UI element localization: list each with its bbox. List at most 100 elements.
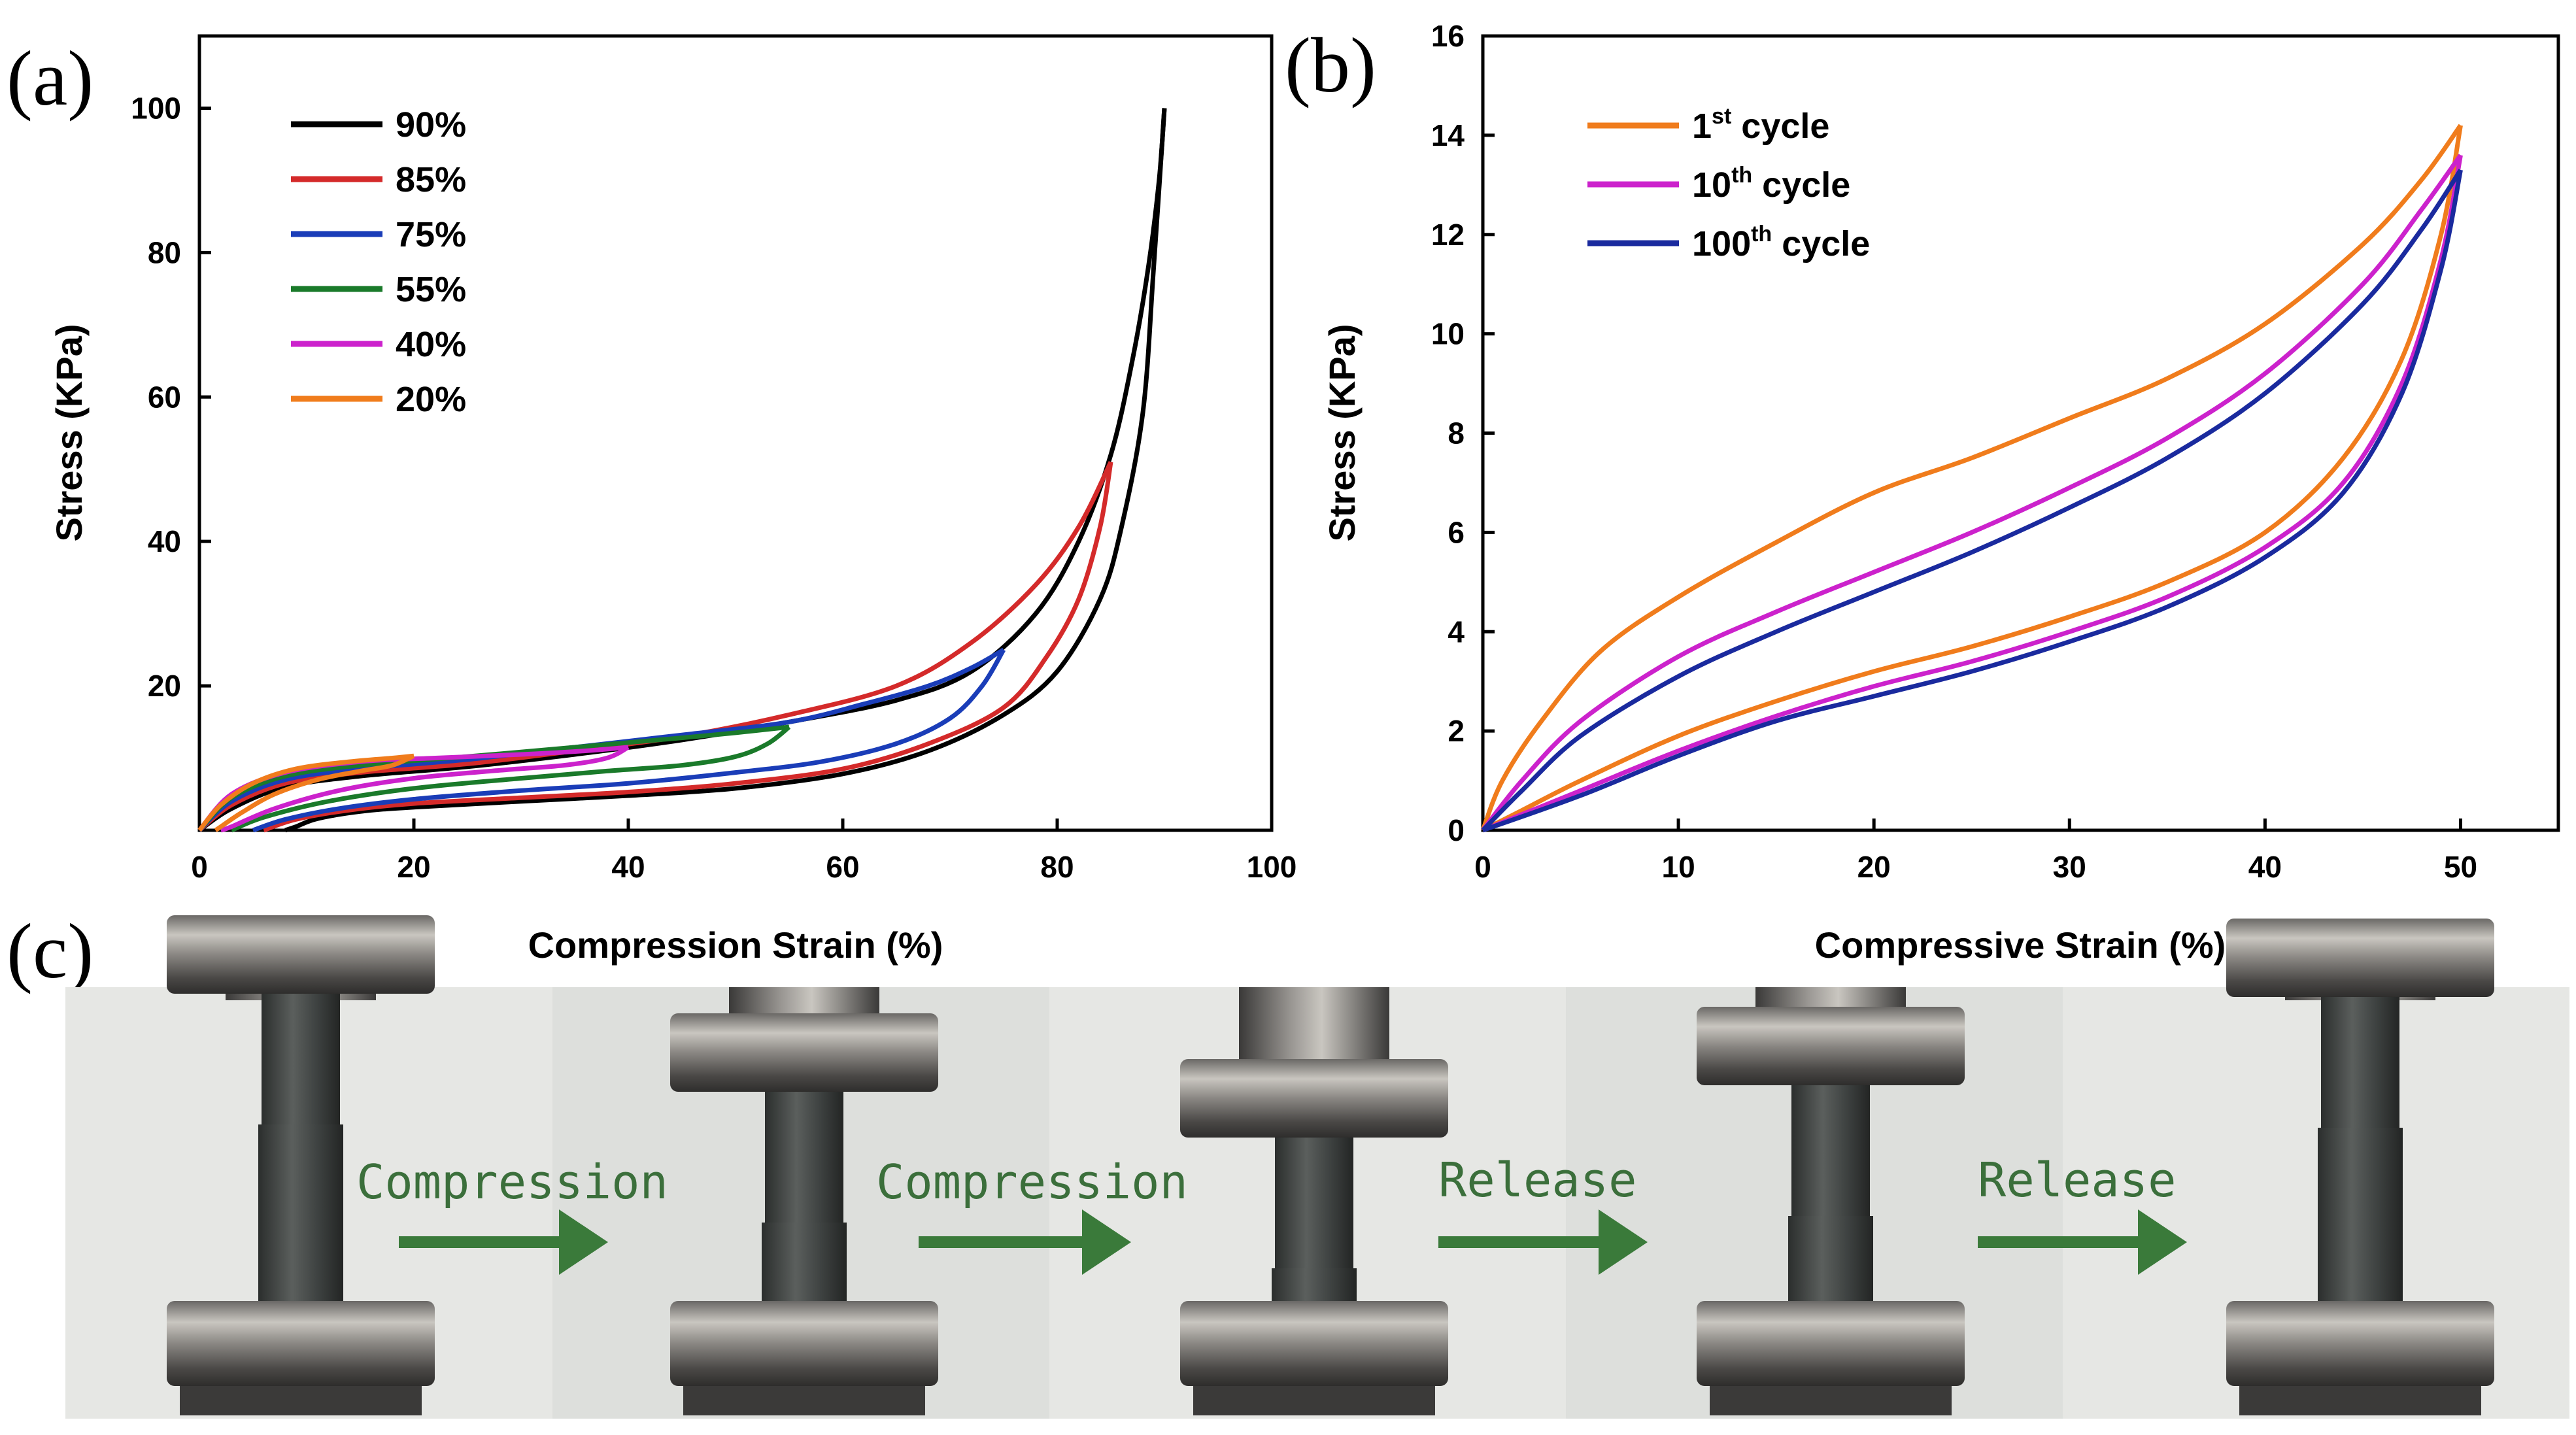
x-tick-label: 50 <box>2444 850 2477 884</box>
x-tick-label: 80 <box>1040 850 1074 884</box>
legend-label: 85% <box>396 160 466 199</box>
foam-sample <box>1272 1268 1357 1301</box>
y-tick-label: 100 <box>131 91 181 125</box>
transition-2: Release <box>1438 1153 1648 1275</box>
plot-a-frame <box>197 34 1274 832</box>
panel-c: (c) Compression Compression Release Release <box>7 907 2569 1419</box>
x-tick-label: 20 <box>397 850 430 884</box>
y-tick-label: 0 <box>1448 813 1465 847</box>
photo-transitions: Compression Compression Release Release <box>356 1153 2187 1275</box>
upper-plate <box>670 1013 938 1092</box>
transition-label: Compression <box>876 1155 1188 1209</box>
lower-plate <box>1180 1301 1448 1386</box>
foam-sample <box>2318 1128 2403 1301</box>
series-1-loading-line <box>1481 154 2463 832</box>
y-tick-label: 60 <box>148 380 181 414</box>
foam-sample <box>1788 1216 1873 1301</box>
y-tick-label: 12 <box>1431 218 1465 252</box>
transition-label: Compression <box>356 1155 668 1209</box>
plot-a-legend: 90% 85% 75% 55% 40% 20% <box>291 105 466 419</box>
transition-label: Release <box>1978 1153 2176 1207</box>
y-tick-label: 6 <box>1448 515 1465 549</box>
plot-a-x-title: Compression Strain (%) <box>528 924 943 966</box>
legend-label: 1st cycle <box>1692 104 1829 146</box>
y-tick-label: 16 <box>1431 19 1465 53</box>
lower-plate <box>167 1301 435 1386</box>
series-0-unloading-line <box>284 108 1167 833</box>
plot-b-ticks: 0 10 20 30 40 50 0 2 4 6 8 10 12 14 16 <box>1431 19 2477 884</box>
series-2-loading-line <box>1481 169 2463 832</box>
x-tick-label: 40 <box>611 850 645 884</box>
plot-b-x-title: Compressive Strain (%) <box>1815 924 2226 966</box>
lower-base <box>1193 1386 1435 1415</box>
legend-label: 40% <box>396 325 466 364</box>
transition-0: Compression <box>356 1155 668 1275</box>
legend-label: 100th cycle <box>1692 222 1870 263</box>
lower-base <box>683 1386 925 1415</box>
panel-b-label: (b) <box>1285 22 1376 109</box>
arrow-shaft <box>1978 1236 2148 1248</box>
transition-1: Compression <box>876 1155 1188 1275</box>
arrow-shaft <box>919 1236 1092 1248</box>
foam-sample <box>762 1223 847 1301</box>
x-tick-label: 100 <box>1247 850 1297 884</box>
series-5-loading-line <box>197 753 415 832</box>
plot-a-ticks: 0 20 40 60 80 100 20 40 60 80 100 <box>131 91 1296 884</box>
lower-base <box>1710 1386 1952 1415</box>
plot-a-y-title: Stress (KPa) <box>48 324 90 541</box>
legend-label: 55% <box>396 270 466 309</box>
transition-label: Release <box>1438 1153 1636 1207</box>
upper-stem <box>262 994 340 1124</box>
upper-stem <box>1275 1138 1353 1268</box>
plot-b-curves <box>1480 124 2463 833</box>
x-tick-label: 0 <box>191 850 208 884</box>
upper-plate <box>1697 1007 1965 1085</box>
series-2-unloading-line <box>1482 169 2463 833</box>
upper-column <box>729 987 879 1013</box>
plot-b-frame <box>1481 34 2560 832</box>
upper-stem <box>2321 997 2399 1128</box>
plot-b-legend: 1st cycle 10th cycle 100th cycle <box>1587 104 1870 263</box>
lower-plate <box>2226 1301 2494 1386</box>
panel-a-label: (a) <box>7 35 93 122</box>
y-tick-label: 8 <box>1448 416 1465 450</box>
y-tick-label: 2 <box>1448 714 1465 748</box>
y-tick-label: 40 <box>148 524 181 558</box>
lower-plate <box>1697 1301 1965 1386</box>
upper-plate <box>2226 919 2494 997</box>
y-tick-label: 10 <box>1431 317 1465 351</box>
y-tick-label: 80 <box>148 235 181 269</box>
series-4-unloading-line <box>220 745 630 833</box>
arrow-head-icon <box>2138 1209 2187 1275</box>
lower-base <box>180 1386 422 1415</box>
series-0-loading-line <box>197 108 1167 832</box>
x-tick-label: 10 <box>1662 850 1695 884</box>
lower-base <box>2239 1386 2481 1415</box>
testing-machine-photo <box>670 987 938 1415</box>
testing-machine-photo <box>1180 987 1448 1415</box>
lower-plate <box>670 1301 938 1386</box>
y-tick-label: 20 <box>148 669 181 703</box>
upper-column <box>1239 987 1389 1059</box>
x-tick-label: 20 <box>1857 850 1891 884</box>
upper-plate <box>167 915 435 994</box>
x-tick-label: 40 <box>2248 850 2282 884</box>
x-tick-label: 30 <box>2053 850 2086 884</box>
series-2-unloading-line <box>252 649 1006 833</box>
series-5-unloading-line <box>214 753 415 832</box>
panel-c-label: (c) <box>7 907 93 994</box>
arrow-head-icon <box>1082 1209 1131 1275</box>
panel-a: (a) 0 20 40 60 80 100 20 40 60 80 100 90% 85% 75% 55%… <box>7 34 1296 966</box>
foam-sample <box>258 1124 343 1301</box>
arrow-head-icon <box>559 1209 608 1275</box>
transition-3: Release <box>1978 1153 2187 1275</box>
series-1-unloading-line <box>1482 154 2463 833</box>
x-tick-label: 0 <box>1474 850 1491 884</box>
series-0-unloading-line <box>1482 125 2463 833</box>
legend-label: 75% <box>396 215 466 254</box>
upper-plate <box>1180 1059 1448 1138</box>
arrow-head-icon <box>1599 1209 1648 1275</box>
legend-label: 90% <box>396 105 466 144</box>
x-tick-label: 60 <box>826 850 859 884</box>
series-1-unloading-line <box>263 462 1113 833</box>
